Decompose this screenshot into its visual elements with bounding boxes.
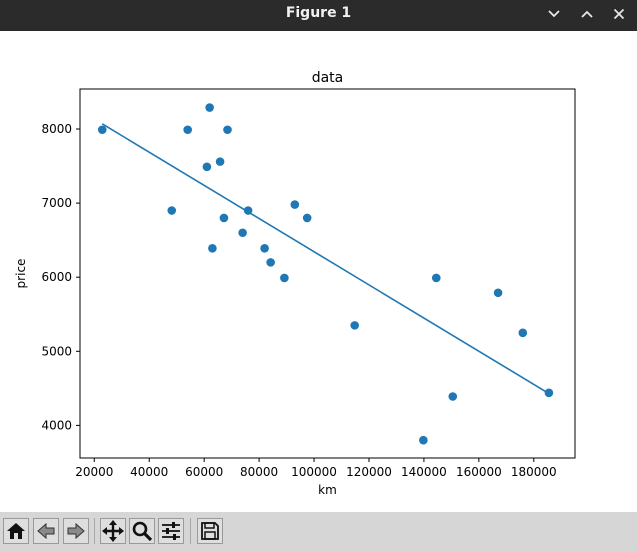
- data-point: [205, 103, 214, 112]
- minimize-button[interactable]: [543, 4, 565, 24]
- chevron-up-icon: [581, 10, 593, 18]
- y-tick-label: 4000: [41, 418, 72, 432]
- x-tick-label: 80000: [240, 465, 278, 479]
- x-tick-label: 180000: [511, 465, 557, 479]
- data-point: [215, 157, 225, 166]
- save-button[interactable]: [197, 518, 223, 544]
- y-tick-label: 8000: [41, 122, 72, 136]
- x-tick-label: 160000: [456, 465, 502, 479]
- back-arrow-icon: [37, 522, 55, 540]
- figure-canvas[interactable]: 20000 40000 60000 80000 100000 120000 140000 16…: [0, 31, 637, 512]
- y-tick-label: 5000: [41, 344, 72, 358]
- zoom-icon: [132, 521, 153, 542]
- data-point: [183, 125, 192, 135]
- axes-frame: [79, 88, 576, 459]
- navigation-toolbar: [0, 512, 637, 551]
- close-button[interactable]: [608, 4, 630, 24]
- data-point: [448, 392, 458, 401]
- y-tick-label: 6000: [41, 270, 72, 284]
- fit-line: [101, 123, 550, 395]
- x-tick-label: 60000: [185, 465, 223, 479]
- y-tick-label: 7000: [41, 196, 72, 210]
- data-point: [493, 288, 503, 298]
- data-point: [419, 435, 428, 445]
- chart-title: data: [312, 70, 344, 86]
- data-point: [260, 244, 269, 253]
- home-button[interactable]: [3, 518, 29, 544]
- data-point: [350, 321, 359, 330]
- forward-button[interactable]: [63, 518, 89, 544]
- x-axis-label: km: [318, 483, 337, 497]
- x-tick-label: 100000: [291, 465, 337, 479]
- data-point: [238, 228, 247, 238]
- data-point: [302, 213, 312, 223]
- zoom-button[interactable]: [129, 518, 155, 544]
- data-point: [266, 258, 275, 267]
- configure-subplots-button[interactable]: [158, 518, 184, 544]
- x-tick-label: 20000: [75, 465, 113, 479]
- home-icon: [7, 523, 25, 539]
- chevron-down-icon: [548, 10, 560, 18]
- data-point: [97, 125, 107, 135]
- save-icon: [201, 522, 219, 540]
- y-axis-label: price: [14, 259, 28, 289]
- data-point: [518, 328, 528, 338]
- data-point: [219, 213, 229, 223]
- x-tick-label: 140000: [401, 465, 447, 479]
- toolbar-separator: [190, 518, 191, 544]
- data-point: [167, 206, 177, 215]
- x-tick-label: 40000: [130, 465, 168, 479]
- data-point: [544, 388, 554, 398]
- data-point: [431, 273, 441, 283]
- maximize-button[interactable]: [576, 4, 598, 24]
- close-icon: [613, 8, 625, 20]
- chart: 20000 40000 60000 80000 100000 120000 140000 16…: [14, 70, 576, 497]
- pan-button[interactable]: [100, 518, 126, 544]
- data-point: [243, 206, 253, 215]
- data-point: [290, 200, 300, 209]
- window-titlebar: Figure 1: [0, 0, 637, 31]
- back-button[interactable]: [33, 518, 59, 544]
- forward-arrow-icon: [67, 522, 85, 540]
- pan-icon: [102, 520, 124, 542]
- x-tick-label: 120000: [346, 465, 392, 479]
- data-point: [208, 244, 217, 253]
- data-point: [202, 162, 212, 172]
- data-point: [223, 125, 232, 135]
- configure-subplots-icon: [162, 522, 180, 540]
- window-title: Figure 1: [285, 5, 352, 21]
- toolbar-separator: [94, 518, 95, 544]
- data-point: [280, 273, 289, 283]
